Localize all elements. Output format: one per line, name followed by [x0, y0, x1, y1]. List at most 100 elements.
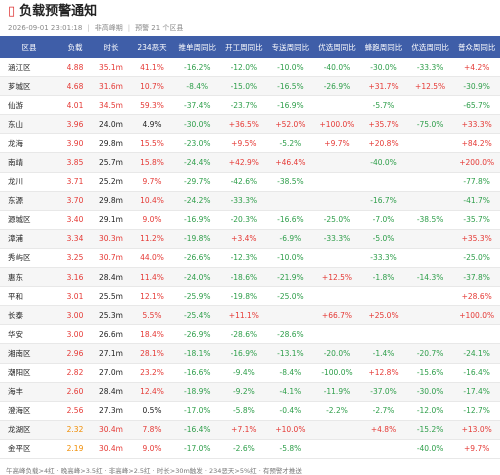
- cell: +4.8%: [360, 420, 407, 440]
- cell: -4.1%: [267, 382, 314, 402]
- cell: -26.9%: [174, 324, 221, 345]
- cell: 4.01: [58, 95, 92, 116]
- cell: -12.0%: [406, 401, 454, 421]
- cell: -16.9%: [220, 343, 268, 364]
- cell: 海丰: [0, 382, 58, 402]
- empty-cell: [313, 286, 361, 307]
- empty-cell: [313, 248, 361, 269]
- cell: 南靖: [0, 152, 58, 173]
- cell: -37.0%: [360, 382, 407, 402]
- cell: -11.9%: [313, 382, 361, 402]
- cell: -77.8%: [453, 172, 500, 192]
- cell: -38.5%: [406, 210, 454, 230]
- cell: +9.5%: [220, 133, 268, 154]
- cell: -16.7%: [360, 191, 407, 211]
- cell: 18.4%: [130, 324, 174, 345]
- cell: +35.3%: [453, 229, 500, 249]
- row: 金平区 2.19 30.4m 9.0% -17.0% -2.6% -5.8% -40.0% +9…: [0, 439, 500, 459]
- empty-cell: [267, 191, 314, 211]
- cell: -0.4%: [267, 401, 314, 421]
- cell: -20.7%: [406, 343, 454, 364]
- cell: 4.68: [58, 76, 92, 97]
- cell: +28.6%: [453, 286, 500, 307]
- cell: -75.0%: [406, 114, 454, 135]
- cell: -30.9%: [453, 76, 500, 97]
- cell: -19.8%: [220, 286, 268, 307]
- empty-cell: [360, 286, 407, 307]
- header-row: 区县 负载 时长 234恶天 推单周同比 开工周同比 专送周同比 优选周同比 蜂跑周同比 优选周同…: [0, 36, 500, 58]
- column-header: 时长: [92, 36, 130, 58]
- row: 龙湖区 2.32 30.4m 7.8% -16.4% +7.1% +10.0% +4.8% -1…: [0, 420, 500, 440]
- empty-cell: [313, 420, 361, 440]
- cell: 湘南区: [0, 343, 58, 364]
- row: 澄海区 2.56 27.3m 0.5% -17.0% -5.8% -0.4% -2.2% -2.…: [0, 401, 500, 421]
- cell: 源城区: [0, 210, 58, 230]
- cell: -25.4%: [174, 305, 221, 326]
- cell: -24.1%: [453, 343, 500, 364]
- cell: -5.2%: [267, 133, 314, 154]
- empty-cell: [406, 152, 454, 173]
- cell: 15.8%: [130, 152, 174, 173]
- cell: +12.8%: [360, 363, 407, 383]
- cell: 漳浦: [0, 229, 58, 249]
- cell: 30.3m: [92, 229, 130, 249]
- row: 潮阳区 2.82 27.0m 23.2% -16.6% -9.4% -8.4% -100.0%…: [0, 363, 500, 383]
- cell: +31.7%: [360, 76, 407, 97]
- cell: 29.1m: [92, 210, 130, 230]
- cell: -9.2%: [220, 382, 268, 402]
- cell: 27.1m: [92, 343, 130, 364]
- cell: 44.0%: [130, 248, 174, 269]
- cell: +4.2%: [453, 58, 500, 78]
- empty-cell: [406, 95, 454, 116]
- row: 涵江区 4.88 35.1m 41.1% -16.2% -12.0% -10.0% -40.0…: [0, 58, 500, 78]
- cell: -13.1%: [267, 343, 314, 364]
- cell: -40.0%: [313, 58, 361, 78]
- cell: -100.0%: [313, 363, 361, 383]
- cell: -5.7%: [360, 95, 407, 116]
- cell: 59.3%: [130, 95, 174, 116]
- empty-cell: [406, 305, 454, 326]
- cell: +11.1%: [220, 305, 268, 326]
- subtitle-item: 2026-09-01 23:01:18: [8, 24, 83, 32]
- cell: 7.8%: [130, 420, 174, 440]
- cell: +100.0%: [453, 305, 500, 326]
- empty-cell: [406, 324, 454, 345]
- cell: 23.2%: [130, 363, 174, 383]
- cell: -65.7%: [453, 95, 500, 116]
- cell: 潮阳区: [0, 363, 58, 383]
- cell: -8.4%: [174, 76, 221, 97]
- cell: 长泰: [0, 305, 58, 326]
- cell: +25.0%: [360, 305, 407, 326]
- cell: -17.0%: [174, 439, 221, 459]
- cell: 26.6m: [92, 324, 130, 345]
- cell: -10.0%: [267, 248, 314, 269]
- cell: 惠东: [0, 267, 58, 288]
- cell: +200.0%: [453, 152, 500, 173]
- cell: +36.5%: [220, 114, 268, 135]
- cell: 2.19: [58, 439, 92, 459]
- cell: 35.1m: [92, 58, 130, 78]
- cell: -19.8%: [174, 229, 221, 249]
- column-header: 优选周同比: [313, 36, 361, 58]
- cell: -16.2%: [174, 58, 221, 78]
- cell: -5.0%: [360, 229, 407, 249]
- cell: 11.4%: [130, 267, 174, 288]
- cell: 5.5%: [130, 305, 174, 326]
- empty-cell: [406, 229, 454, 249]
- row: 秀屿区 3.25 30.7m 44.0% -26.6% -12.3% -10.0% -33.3…: [0, 248, 500, 269]
- empty-cell: [313, 95, 361, 116]
- column-header: 推单周同比: [174, 36, 221, 58]
- cell: -8.4%: [267, 363, 314, 383]
- cell: -2.6%: [220, 439, 268, 459]
- cell: 龙海: [0, 133, 58, 154]
- cell: 华安: [0, 324, 58, 345]
- row: 海丰 2.60 28.4m 12.4% -18.9% -9.2% -4.1% -11.9% -3…: [0, 382, 500, 402]
- cell: 3.25: [58, 248, 92, 269]
- cell: +20.8%: [360, 133, 407, 154]
- cell: +7.1%: [220, 420, 268, 440]
- cell: +12.5%: [313, 267, 361, 288]
- cell: 2.60: [58, 382, 92, 402]
- cell: -37.8%: [453, 267, 500, 288]
- cell: -37.4%: [174, 95, 221, 116]
- column-header: 优选周同比: [406, 36, 454, 58]
